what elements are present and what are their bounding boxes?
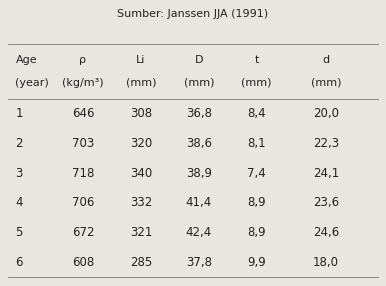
Text: 8,9: 8,9: [247, 226, 266, 239]
Text: 718: 718: [72, 167, 94, 180]
Text: (mm): (mm): [311, 78, 342, 88]
Text: 285: 285: [130, 256, 152, 269]
Text: 38,9: 38,9: [186, 167, 212, 180]
Text: (mm): (mm): [241, 78, 272, 88]
Text: 23,6: 23,6: [313, 196, 339, 209]
Text: 20,0: 20,0: [313, 107, 339, 120]
Text: 4: 4: [15, 196, 23, 209]
Text: 42,4: 42,4: [186, 226, 212, 239]
Text: d: d: [323, 55, 330, 65]
Text: 7,4: 7,4: [247, 167, 266, 180]
Text: D: D: [195, 55, 203, 65]
Text: 8,9: 8,9: [247, 196, 266, 209]
Text: ρ: ρ: [80, 55, 86, 65]
Text: Sumber: Janssen JJA (1991): Sumber: Janssen JJA (1991): [117, 9, 269, 19]
Text: 24,1: 24,1: [313, 167, 339, 180]
Text: 320: 320: [130, 137, 152, 150]
Text: 37,8: 37,8: [186, 256, 212, 269]
Text: 8,4: 8,4: [247, 107, 266, 120]
Text: 3: 3: [15, 167, 23, 180]
Text: 340: 340: [130, 167, 152, 180]
Text: 321: 321: [130, 226, 152, 239]
Text: 706: 706: [72, 196, 94, 209]
Text: (year): (year): [15, 78, 49, 88]
Text: 308: 308: [130, 107, 152, 120]
Text: (mm): (mm): [183, 78, 214, 88]
Text: Li: Li: [136, 55, 146, 65]
Text: 18,0: 18,0: [313, 256, 339, 269]
Text: 5: 5: [15, 226, 23, 239]
Text: 38,6: 38,6: [186, 137, 212, 150]
Text: (mm): (mm): [125, 78, 156, 88]
Text: 2: 2: [15, 137, 23, 150]
Text: (kg/m³): (kg/m³): [62, 78, 104, 88]
Text: 36,8: 36,8: [186, 107, 212, 120]
Text: 1: 1: [15, 107, 23, 120]
Text: 646: 646: [72, 107, 94, 120]
Text: 41,4: 41,4: [186, 196, 212, 209]
Text: 608: 608: [72, 256, 94, 269]
Text: 8,1: 8,1: [247, 137, 266, 150]
Text: 9,9: 9,9: [247, 256, 266, 269]
Text: 672: 672: [72, 226, 94, 239]
Text: Age: Age: [15, 55, 37, 65]
Text: t: t: [254, 55, 259, 65]
Text: 24,6: 24,6: [313, 226, 339, 239]
Text: 22,3: 22,3: [313, 137, 339, 150]
Text: 703: 703: [72, 137, 94, 150]
Text: 6: 6: [15, 256, 23, 269]
Text: 332: 332: [130, 196, 152, 209]
